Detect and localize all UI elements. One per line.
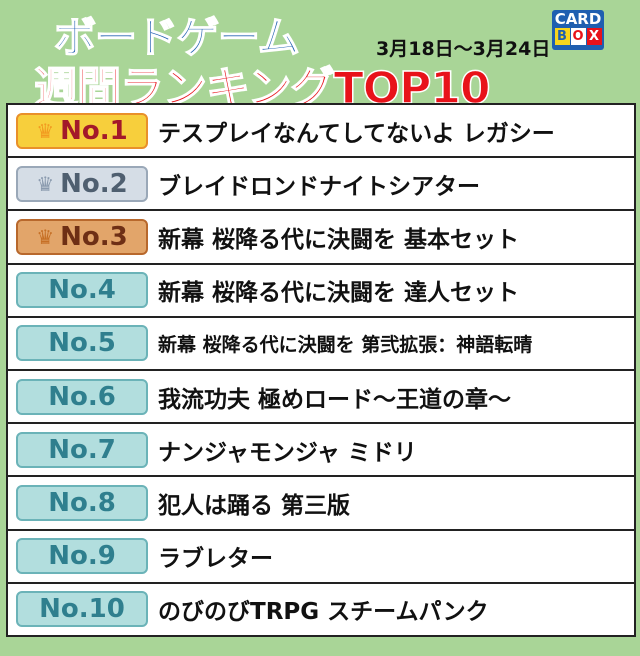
game-title: のびのびTRPG スチームパンク (158, 599, 489, 626)
rank-badge: No.4 (16, 272, 148, 309)
game-title: 新幕 桜降る代に決闘を 達人セット (158, 280, 520, 307)
game-title: ナンジャモンジャ ミドリ (158, 439, 417, 466)
rank-number: No.3 (60, 222, 128, 252)
game-title: ブレイドロンドナイトシアター (158, 173, 480, 200)
logo-card-text: CARD (554, 10, 602, 28)
rank-badge: No.5 (16, 325, 148, 362)
ranking-row: ♛ No.3 新幕 桜降る代に決闘を 基本セット (8, 211, 634, 263)
crown-icon: ♛ (36, 118, 55, 143)
rank-badge: ♛ No.3 (16, 219, 148, 255)
date-range: 3月18日〜3月24日 (376, 38, 551, 60)
rank-badge: ♛ No.1 (16, 112, 148, 149)
rank-badge: No.8 (16, 485, 148, 522)
ranking-row: No.10 のびのびTRPG スチームパンク (8, 583, 634, 636)
rank-number: No.2 (60, 168, 128, 199)
ranking-board: ♛ No.1 テスプレイなんてしてないよ レガシー ♛ No.2 ブレイドロンドナイトシア… (6, 103, 636, 637)
crown-icon: ♛ (36, 171, 55, 196)
rank-badge: No.6 (16, 378, 148, 415)
logo-letter: X (586, 28, 602, 45)
ranking-row: No.4 新幕 桜降る代に決闘を 達人セット (8, 264, 634, 316)
cardbox-logo: CARD B O X (552, 10, 604, 50)
rank-number: No.5 (48, 328, 116, 359)
rank-number: No.9 (48, 541, 116, 572)
rank-number: No.8 (48, 488, 116, 519)
ranking-row: No.6 我流功夫 極めロード〜王道の章〜 (8, 371, 634, 423)
game-title: 我流功夫 極めロード〜王道の章〜 (158, 386, 512, 413)
title-board-game: ボードゲーム (53, 12, 300, 63)
ranking-row: No.9 ラブレター (8, 530, 634, 582)
rank-number: No.6 (48, 381, 116, 412)
rank-number: No.7 (48, 434, 116, 465)
ranking-row: ♛ No.2 ブレイドロンドナイトシアター (8, 158, 634, 210)
game-title: テスプレイなんてしてないよ レガシー (158, 120, 555, 147)
ranking-row: No.5 新幕 桜降る代に決闘を 第弐拡張：神語転晴 (8, 317, 634, 370)
game-title: 犯人は踊る 第三版 (158, 493, 351, 520)
rank-badge: No.9 (16, 538, 148, 575)
rank-number: No.4 (48, 275, 116, 306)
game-title: 新幕 桜降る代に決闘を 第弐拡張：神語転晴 (158, 333, 533, 356)
rank-badge: ♛ No.2 (16, 165, 148, 202)
ranking-row: No.8 犯人は踊る 第三版 (8, 477, 634, 529)
crown-icon: ♛ (36, 225, 55, 249)
rank-badge: No.10 (16, 591, 148, 628)
game-title: 新幕 桜降る代に決闘を 基本セット (158, 227, 520, 253)
ranking-row: No.7 ナンジャモンジャ ミドリ (8, 424, 634, 476)
rank-badge: No.7 (16, 431, 148, 468)
logo-letter: O (570, 28, 586, 45)
rank-number: No.10 (39, 594, 125, 625)
logo-letter: B (554, 28, 570, 45)
ranking-row: ♛ No.1 テスプレイなんてしてないよ レガシー (8, 105, 634, 157)
game-title: ラブレター (158, 546, 273, 573)
rank-number: No.1 (60, 115, 128, 146)
